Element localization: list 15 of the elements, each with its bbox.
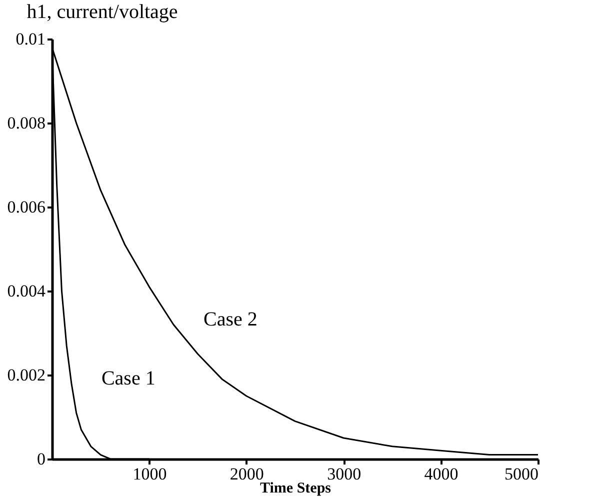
x-axis-title: Time Steps [260,480,332,496]
chart-title: h1, current/voltage [26,1,178,23]
series-label: Case 2 [204,308,258,331]
y-tick-label: 0 [37,450,46,468]
y-tick-label: 0.01 [16,30,46,48]
x-tick-label: 5000 [504,464,538,484]
y-tick-label: 0.002 [7,366,46,384]
x-tick-label: 4000 [424,464,458,484]
y-tick-label: 0.006 [7,198,46,216]
y-tick-label: 0.008 [7,114,46,132]
y-tick-label: 0.004 [7,282,46,300]
x-tick-label: 1000 [132,464,167,484]
x-tick-label: 3000 [327,464,362,484]
x-tick-label: 2000 [230,464,264,484]
series-label: Case 1 [101,367,156,390]
